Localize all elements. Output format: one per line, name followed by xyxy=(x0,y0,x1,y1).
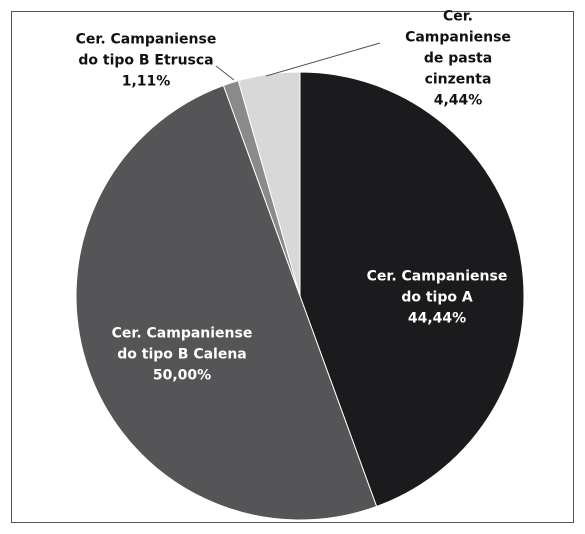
category-label: Cer. Campaniense de pasta cinzenta xyxy=(405,8,511,88)
slice-label: Cer. Campaniense do tipo A 44,44% xyxy=(367,267,508,330)
leader-line xyxy=(265,42,381,77)
pie-slice xyxy=(237,71,301,297)
category-label: Cer. Campaniense do tipo A xyxy=(366,268,508,306)
pie-slice xyxy=(75,84,378,521)
slices xyxy=(75,71,525,521)
value-label: 1,11% xyxy=(121,73,171,90)
pie-slice xyxy=(299,71,525,508)
value-label: 4,44% xyxy=(433,92,483,109)
frame xyxy=(11,11,574,523)
slice-label: Cer. Campaniense do tipo B Etrusca 1,11% xyxy=(76,30,217,93)
leader-line xyxy=(215,65,235,81)
slice-label: Cer. Campaniense de pasta cinzenta 4,44% xyxy=(395,7,522,112)
value-label: 44,44% xyxy=(407,310,467,327)
value-label: 50,00% xyxy=(152,367,212,384)
category-label: Cer. Campaniense do tipo B Calena xyxy=(111,325,253,363)
slice-label: Cer. Campaniense do tipo B Calena 50,00% xyxy=(112,324,253,387)
category-label: Cer. Campaniense do tipo B Etrusca xyxy=(75,31,217,69)
